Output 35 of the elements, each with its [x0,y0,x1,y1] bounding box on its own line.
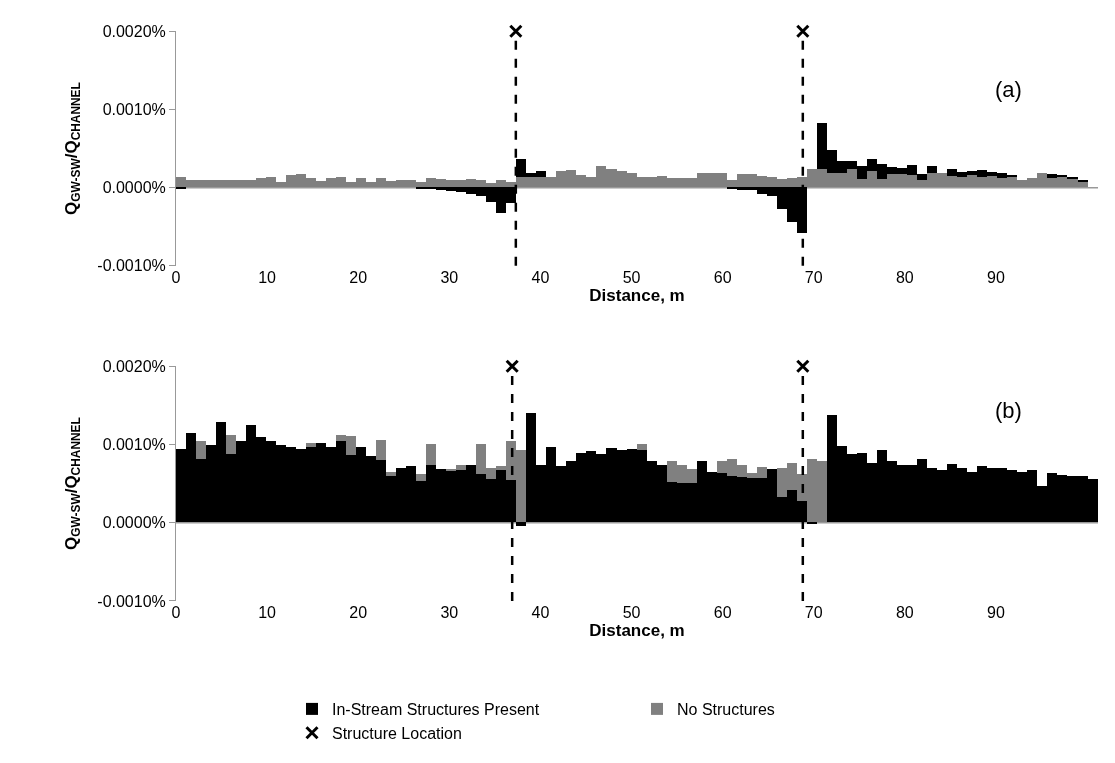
x-tick-label: 60 [713,603,732,621]
x-tick-label: 50 [622,603,641,621]
x-axis-title: Distance, m [589,286,685,306]
x-tick-label: 20 [349,268,368,286]
annotation: (a) [995,77,1022,102]
x-tick-label: 10 [258,603,277,621]
y-tick-label: 0.0020% [102,22,166,40]
x-tick-label: 40 [531,603,550,621]
x-tick-label: 30 [440,268,459,286]
y-tick-label: 0.0010% [102,436,166,454]
x-tick-label: 0 [171,603,181,621]
x-tick-label: 60 [713,268,732,286]
legend-label: Structure Location [332,724,462,742]
legend-label: No Structures [677,701,775,719]
y-tick-label: 0.0020% [102,357,166,375]
x-tick-label: 80 [895,603,914,621]
x-tick-label: 20 [349,603,368,621]
x-tick-label: 80 [895,268,914,286]
x-tick-label: 0 [171,268,181,286]
x-tick-label: 90 [987,603,1005,621]
annotation: (b) [995,398,1022,423]
legend-label: In-Stream Structures Present [332,701,540,719]
x-tick-label: 30 [440,603,459,621]
x-tick-label: 70 [804,603,823,621]
y-tick-label: -0.0010% [97,257,166,275]
x-tick-label: 50 [622,268,641,286]
y-tick-label: 0.0010% [102,101,166,119]
x-tick-label: 10 [258,268,277,286]
x-axis-title: Distance, m [589,621,685,641]
y-tick-label: -0.0010% [97,592,166,610]
x-tick-label: 70 [804,268,823,286]
y-tick-label: 0.0000% [102,514,166,532]
x-tick-label: 40 [531,268,550,286]
x-tick-label: 90 [987,268,1005,286]
y-tick-label: 0.0000% [102,179,166,197]
